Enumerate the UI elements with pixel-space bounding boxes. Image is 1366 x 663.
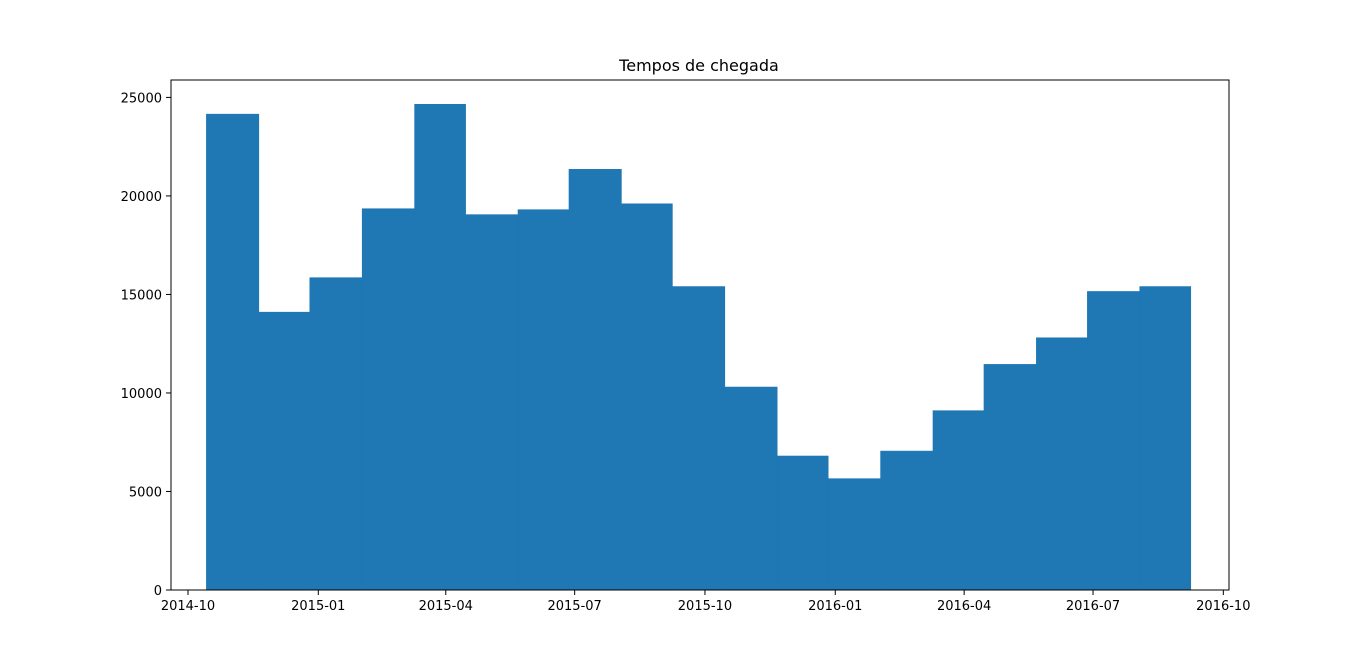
histogram-bar	[672, 286, 726, 591]
histogram-bar	[361, 208, 415, 591]
histogram-bar	[724, 386, 778, 591]
x-tick-label: 2016-10	[1196, 599, 1250, 614]
x-tick-label: 2015-01	[291, 599, 345, 614]
x-tick-label: 2014-10	[161, 599, 215, 614]
histogram-bar	[206, 113, 260, 591]
plot-frame	[170, 79, 1230, 591]
y-tick-label: 25000	[121, 91, 162, 106]
x-tick-label: 2016-01	[808, 599, 862, 614]
x-tick-label: 2016-07	[1066, 599, 1120, 614]
y-axis: 0 5000 10000 15000 20000 25000	[121, 91, 171, 599]
histogram-bar	[1087, 291, 1141, 591]
histogram-bar	[1036, 337, 1088, 591]
histogram-bar	[621, 203, 673, 591]
histogram-bar	[983, 364, 1037, 591]
histogram-bar	[932, 410, 985, 591]
histogram-bar	[309, 277, 363, 591]
histogram-bar	[880, 450, 934, 591]
x-tick-label: 2016-04	[937, 599, 991, 614]
x-tick-label: 2015-04	[419, 599, 473, 614]
histogram-bar	[1139, 286, 1192, 591]
y-tick-label: 0	[154, 584, 162, 599]
histogram-bar	[827, 478, 881, 591]
y-tick-label: 10000	[121, 387, 162, 402]
x-tick-label: 2015-10	[678, 599, 732, 614]
y-tick-label: 5000	[129, 485, 162, 500]
histogram-bar	[568, 169, 622, 591]
histogram-bar	[517, 209, 570, 591]
histogram-bar	[258, 311, 311, 591]
y-tick-label: 20000	[121, 190, 162, 205]
bars-group	[206, 103, 1192, 591]
histogram-bar	[465, 214, 519, 591]
histogram-bar	[414, 103, 466, 591]
chart-title: Tempos de chegada	[618, 56, 779, 75]
x-axis: 2014-10 2015-01 2015-04 2015-07 2015-10 2016-…	[161, 590, 1250, 614]
x-tick-label: 2015-07	[547, 599, 601, 614]
histogram-bar	[776, 455, 829, 591]
y-tick-label: 15000	[121, 288, 162, 303]
